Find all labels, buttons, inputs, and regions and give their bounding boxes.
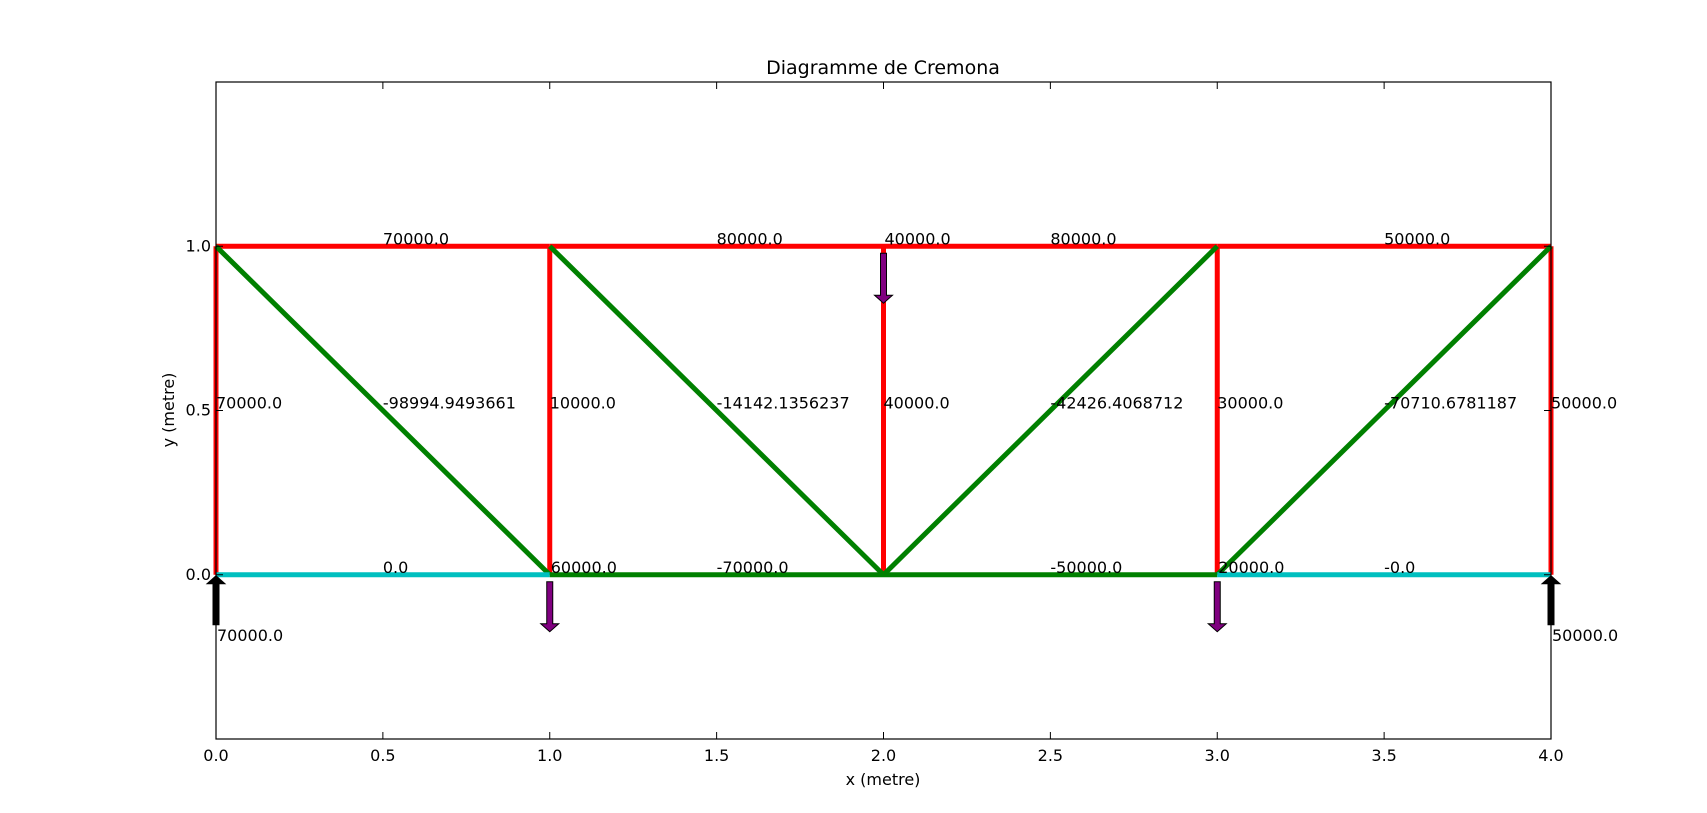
member-force-label: 70000.0 bbox=[216, 394, 282, 413]
load-value-label: 20000.0 bbox=[1218, 558, 1284, 577]
member-force-label: -14142.1356237 bbox=[717, 394, 850, 413]
x-tick-label: 0.0 bbox=[203, 746, 228, 765]
member-force-label: -0.0 bbox=[1384, 558, 1415, 577]
load-arrow bbox=[539, 581, 561, 633]
load-arrow bbox=[1206, 581, 1228, 633]
x-tick-label: 1.0 bbox=[537, 746, 562, 765]
reaction-value-label: 70000.0 bbox=[217, 626, 283, 645]
member-force-label: 70000.0 bbox=[383, 229, 449, 248]
chart-title: Diagramme de Cremona bbox=[766, 57, 1000, 79]
x-tick-label: 2.5 bbox=[1038, 746, 1063, 765]
load-value-label: 60000.0 bbox=[551, 558, 617, 577]
y-tick-label: 0.0 bbox=[186, 565, 211, 584]
member-force-label: 10000.0 bbox=[550, 394, 616, 413]
x-tick-label: 4.0 bbox=[1538, 746, 1563, 765]
member-force-label: 40000.0 bbox=[884, 394, 950, 413]
member-force-label: 50000.0 bbox=[1551, 394, 1617, 413]
y-tick-label: 0.5 bbox=[186, 401, 211, 420]
member-force-label: -42426.4068712 bbox=[1050, 394, 1183, 413]
x-axis-label: x (metre) bbox=[846, 770, 921, 789]
member-line bbox=[547, 244, 886, 577]
member-force-label: 30000.0 bbox=[1217, 394, 1283, 413]
member-force-label: 50000.0 bbox=[1384, 229, 1450, 248]
y-axis-label: y (metre) bbox=[159, 373, 178, 448]
load-value-label: 40000.0 bbox=[885, 229, 951, 248]
member-force-label: -70710.6781187 bbox=[1384, 394, 1517, 413]
member-line bbox=[1215, 244, 1553, 577]
x-tick-label: 1.5 bbox=[704, 746, 729, 765]
x-tick-label: 3.5 bbox=[1371, 746, 1396, 765]
x-tick-label: 2.0 bbox=[871, 746, 896, 765]
member-force-label: -50000.0 bbox=[1050, 558, 1122, 577]
member-force-label: -70000.0 bbox=[717, 558, 789, 577]
y-tick-label: 1.0 bbox=[186, 236, 211, 255]
member-line bbox=[214, 244, 552, 577]
reaction-value-label: 50000.0 bbox=[1552, 626, 1618, 645]
x-tick-label: 0.5 bbox=[370, 746, 395, 765]
member-force-label: 80000.0 bbox=[1050, 229, 1116, 248]
member-force-label: 80000.0 bbox=[717, 229, 783, 248]
member-force-label: 0.0 bbox=[383, 558, 408, 577]
member-force-label: -98994.9493661 bbox=[383, 394, 516, 413]
x-tick-label: 3.0 bbox=[1205, 746, 1230, 765]
load-arrow bbox=[873, 252, 894, 304]
ticks-layer: 0.0 0.5 1.0 1.5 2.0 2.5 3.0 3.5 4.0 0.0 0.5 1.0 bbox=[186, 82, 1564, 765]
labels-layer: 70000.0 80000.0 80000.0 50000.0 70000.0 10000… bbox=[216, 229, 1618, 645]
member-line bbox=[881, 244, 1220, 577]
